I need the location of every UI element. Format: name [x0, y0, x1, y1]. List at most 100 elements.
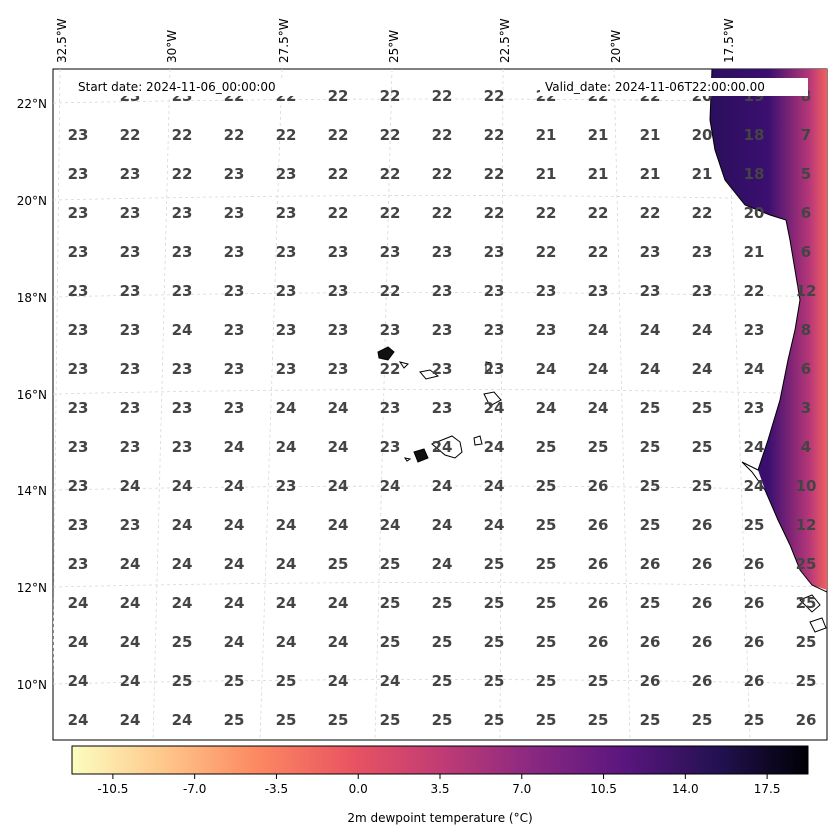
grid-value: 25	[640, 399, 661, 417]
grid-value: 22	[276, 126, 297, 144]
grid-value: 24	[68, 594, 89, 612]
grid-value: 25	[380, 594, 401, 612]
grid-value: 23	[172, 360, 193, 378]
grid-value: 24	[276, 633, 297, 651]
grid-value: 23	[380, 399, 401, 417]
grid-value: 23	[172, 204, 193, 222]
grid-value: 24	[640, 321, 661, 339]
grid-value: 25	[224, 672, 245, 690]
colorbar-tick-label: -7.0	[183, 782, 206, 796]
grid-value: 7	[801, 126, 811, 144]
lon-label: 20°W	[609, 30, 623, 63]
colorbar	[71, 745, 809, 775]
grid-value: 23	[68, 243, 89, 261]
grid-value: 12	[796, 282, 817, 300]
grid-value: 25	[796, 555, 817, 573]
grid-value: 25	[484, 594, 505, 612]
grid-value: 24	[692, 360, 713, 378]
grid-value: 23	[484, 282, 505, 300]
grid-value: 23	[432, 282, 453, 300]
grid-value: 26	[588, 633, 609, 651]
grid-value: 26	[692, 594, 713, 612]
grid-value: 22	[172, 126, 193, 144]
grid-value: 24	[536, 360, 557, 378]
grid-value: 21	[536, 165, 557, 183]
grid-value: 24	[484, 438, 505, 456]
grid-value: 21	[640, 165, 661, 183]
grid-value: 23	[120, 321, 141, 339]
grid-value: 23	[640, 282, 661, 300]
grid-value: 22	[380, 87, 401, 105]
grid-value: 23	[68, 282, 89, 300]
grid-value: 24	[328, 438, 349, 456]
grid-value: 25	[640, 711, 661, 729]
grid-value: 22	[432, 126, 453, 144]
grid-value: 22	[380, 126, 401, 144]
grid-value: 26	[744, 672, 765, 690]
grid-value: 24	[68, 633, 89, 651]
map-frame	[52, 68, 828, 741]
grid-value: 25	[536, 633, 557, 651]
grid-value: 25	[432, 594, 453, 612]
grid-value: 5	[801, 165, 811, 183]
valid-date-box	[540, 78, 808, 96]
longitude-labels: 32.5°W 30°W 27.5°W 25°W 22.5°W 20°W 17.5…	[55, 18, 736, 63]
grid-value: 25	[432, 711, 453, 729]
grid-value: 23	[172, 399, 193, 417]
grid-value: 23	[68, 126, 89, 144]
grid-value: 22	[172, 165, 193, 183]
grid-value: 23	[432, 360, 453, 378]
grid-value: 23	[640, 243, 661, 261]
colorbar-tick-label: 10.5	[590, 782, 617, 796]
grid-value: 22	[484, 87, 505, 105]
grid-value: 24	[328, 633, 349, 651]
grid-value: 23	[536, 321, 557, 339]
grid-value: 21	[588, 126, 609, 144]
grid-value: 25	[692, 477, 713, 495]
grid-value: 22	[328, 165, 349, 183]
colorbar-tick-label: -3.5	[265, 782, 288, 796]
grid-value: 25	[796, 594, 817, 612]
grid-value: 23	[744, 321, 765, 339]
grid-value: 22	[380, 282, 401, 300]
cape-verde-islands	[377, 346, 502, 463]
grid-value: 23	[172, 438, 193, 456]
grid-value: 24	[588, 321, 609, 339]
grid-value: 25	[692, 438, 713, 456]
grid-value: 24	[276, 555, 297, 573]
grid-value: 26	[692, 555, 713, 573]
grid-value: 24	[744, 360, 765, 378]
grid-value: 24	[380, 477, 401, 495]
grid-value: 22	[744, 282, 765, 300]
grid-value: 3	[801, 399, 811, 417]
grid-value: 24	[120, 477, 141, 495]
grid-value: 25	[796, 672, 817, 690]
grid-value: 23	[484, 321, 505, 339]
grid-value: 24	[276, 516, 297, 534]
grid-value: 23	[224, 399, 245, 417]
grid-value: 24	[276, 399, 297, 417]
colorbar-tick-label: 0.0	[349, 782, 368, 796]
grid-value: 4	[801, 438, 811, 456]
grid-value: 23	[380, 243, 401, 261]
grid-value: 23	[276, 477, 297, 495]
grid-value: 23	[224, 282, 245, 300]
grid-value: 26	[588, 516, 609, 534]
grid-value: 23	[484, 360, 505, 378]
grid-value: 24	[380, 672, 401, 690]
colorbar-tick-label: 14.0	[672, 782, 699, 796]
grid-value: 23	[172, 243, 193, 261]
grid-value: 23	[120, 516, 141, 534]
lon-label: 32.5°W	[55, 18, 69, 63]
grid-value: 24	[172, 477, 193, 495]
grid-value: 12	[796, 516, 817, 534]
start-date-box	[64, 78, 310, 96]
grid-value: 22	[380, 360, 401, 378]
grid-value: 22	[120, 126, 141, 144]
grid-value: 23	[276, 204, 297, 222]
grid-value: 25	[796, 633, 817, 651]
grid-value: 24	[68, 711, 89, 729]
grid-value: 22	[588, 204, 609, 222]
grid-value: 24	[172, 516, 193, 534]
grid-value: 23	[224, 360, 245, 378]
